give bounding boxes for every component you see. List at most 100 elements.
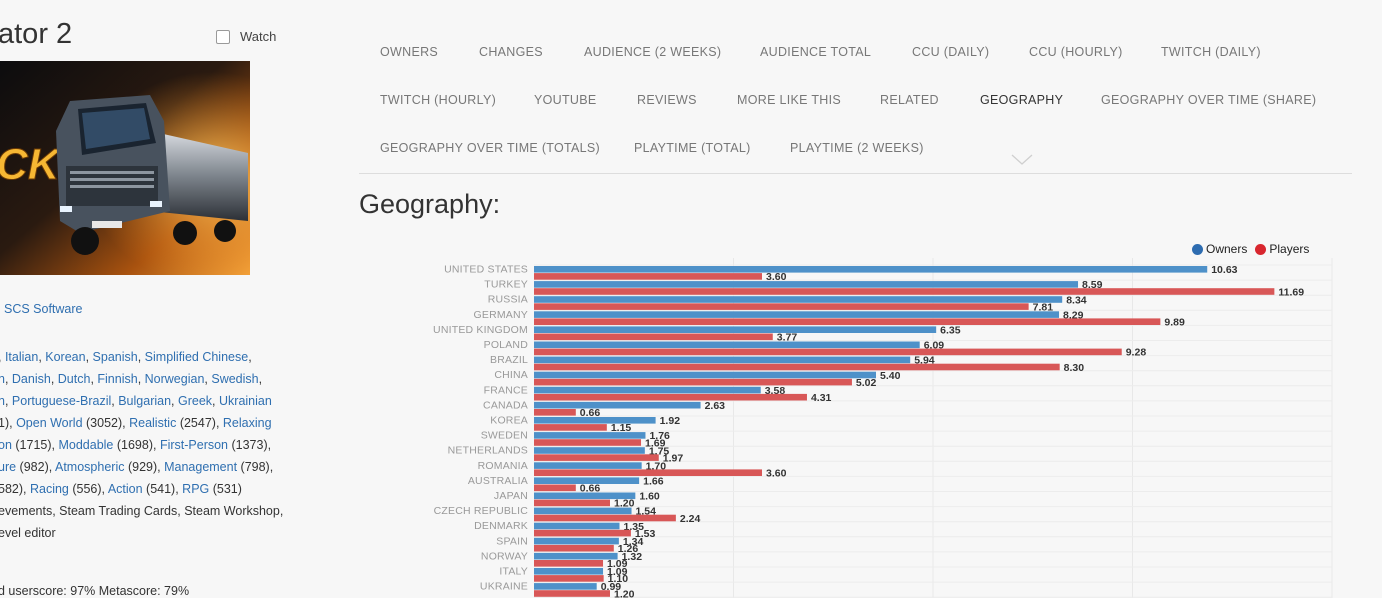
players-value-label: 3.60 [766,271,787,283]
info-link[interactable]: Bulgarian [118,394,172,408]
info-link[interactable]: Management [164,460,238,474]
info-text: , [248,350,252,364]
category-label: FRANCE [484,384,528,396]
info-link[interactable]: Finnish [97,372,138,386]
category-label: CANADA [483,399,528,411]
info-text: , [0,350,5,364]
info-link[interactable]: Open World [16,416,83,430]
players-bar [534,499,610,507]
category-label: SPAIN [496,535,528,547]
info-text: (1698), [113,438,160,452]
owners-value-label: 5.40 [880,370,901,382]
info-link[interactable]: n [0,394,5,408]
category-label: GERMANY [474,309,529,321]
info-link[interactable]: Racing [29,482,69,496]
info-link[interactable]: Spanish [92,350,138,364]
players-bar [534,273,762,280]
tab-owners[interactable]: OWNERS [380,45,439,59]
languages-line-3: n, Portuguese-Brazil, Bulgarian, Greek, … [0,390,298,412]
info-text: 582), [0,482,30,496]
legend-players[interactable]: Players [1255,242,1309,256]
owners-bar [534,417,656,424]
info-link[interactable]: Greek [178,394,213,408]
tab-audience-total[interactable]: AUDIENCE TOTAL [760,45,872,59]
info-link[interactable]: Swedish [211,372,259,386]
info-link[interactable]: Simplified Chinese [144,350,249,364]
tab-twitch-daily[interactable]: TWITCH (DAILY) [1161,45,1261,59]
owners-bar [534,296,1063,303]
info-link[interactable]: First-Person [159,438,229,452]
info-text: , [258,372,263,386]
tab-geography-over-time-totals[interactable]: GEOGRAPHY OVER TIME (TOTALS) [380,141,601,155]
owners-value-label: 1.09 [607,566,628,578]
tab-related[interactable]: RELATED [880,93,939,107]
players-bar [534,529,631,537]
tab-ccu-hourly[interactable]: CCU (HOURLY) [1029,45,1123,59]
owners-bar [534,537,619,545]
developer-link[interactable]: SCS Software [4,302,83,316]
info-link[interactable]: RPG [182,482,210,496]
owners-bar [534,522,620,530]
info-link[interactable]: Moddable [58,438,114,452]
active-tab-caret-icon [1011,154,1033,165]
players-bar [534,575,604,582]
owners-bar [534,568,604,575]
tags-line-2: on (1715), Moddable (1698), First-Person… [0,434,298,456]
info-link[interactable]: Atmospheric [55,460,125,474]
watch-checkbox[interactable] [216,29,230,44]
info-text: evements, Steam Trading Cards, Steam Wor… [0,504,284,518]
info-link[interactable]: Dutch [57,372,91,386]
players-value-label: 4.31 [811,392,832,404]
owners-bar [534,552,618,560]
players-value-label: 0.66 [580,407,601,419]
tabs-divider [359,173,1352,174]
legend-owners[interactable]: Owners [1192,242,1247,256]
tab-playtime-total[interactable]: PLAYTIME (TOTAL) [634,141,751,155]
tab-changes[interactable]: CHANGES [479,45,543,59]
watch-toggle[interactable]: Watch [216,29,276,44]
owners-bar [534,492,636,500]
info-link[interactable]: Korean [45,350,86,364]
tab-reviews[interactable]: REVIEWS [637,93,697,107]
tab-more-like-this[interactable]: MORE LIKE THIS [737,93,841,107]
info-text: (3052), [82,416,130,430]
players-bar [534,363,1060,371]
tab-playtime-2-weeks[interactable]: PLAYTIME (2 WEEKS) [790,141,924,155]
info-link[interactable]: Portuguese-Brazil [11,394,112,408]
owners-value-label: 1.76 [649,430,670,442]
info-link[interactable]: n [0,372,5,386]
info-link[interactable]: ure [0,460,17,474]
players-value-label: 1.69 [645,437,666,449]
players-bar [534,288,1275,295]
owners-dot-icon [1192,243,1203,255]
info-text: , [111,394,119,408]
owners-bar [534,583,597,590]
tab-geography-over-time-share[interactable]: GEOGRAPHY OVER TIME (SHARE) [1101,93,1317,107]
category-label: NORWAY [481,550,528,562]
svg-text:CK: CK [0,140,63,189]
info-link[interactable]: Italian [4,350,39,364]
tab-twitch-hourly[interactable]: TWITCH (HOURLY) [380,93,497,107]
info-link[interactable]: Ukrainian [219,394,272,408]
info-link[interactable]: Action [107,482,143,496]
tab-geography[interactable]: GEOGRAPHY [980,93,1064,107]
tab-audience-2-weeks[interactable]: AUDIENCE (2 WEEKS) [584,45,722,59]
info-link[interactable]: on [0,438,12,452]
info-link[interactable]: Realistic [129,416,177,430]
info-link[interactable]: Relaxing [222,416,272,430]
tab-ccu-daily[interactable]: CCU (DAILY) [912,45,990,59]
info-link[interactable]: Danish [11,372,51,386]
info-link[interactable]: Norwegian [144,372,205,386]
info-text: (982), [16,460,55,474]
info-text: (2547), [176,416,223,430]
tab-row-2: TWITCH (HOURLY) YOUTUBE REVIEWS MORE LIK… [359,78,1359,126]
category-label: AUSTRALIA [468,475,528,487]
owners-value-label: 8.34 [1066,294,1087,306]
owners-value-label: 1.75 [649,445,670,457]
players-value-label: 8.30 [1064,362,1085,374]
tab-youtube[interactable]: YOUTUBE [534,93,597,107]
category-label: UNITED STATES [444,264,528,276]
players-value-label: 1.26 [618,543,639,555]
category-label: ROMANIA [478,460,528,472]
category-label: JAPAN [494,490,528,502]
